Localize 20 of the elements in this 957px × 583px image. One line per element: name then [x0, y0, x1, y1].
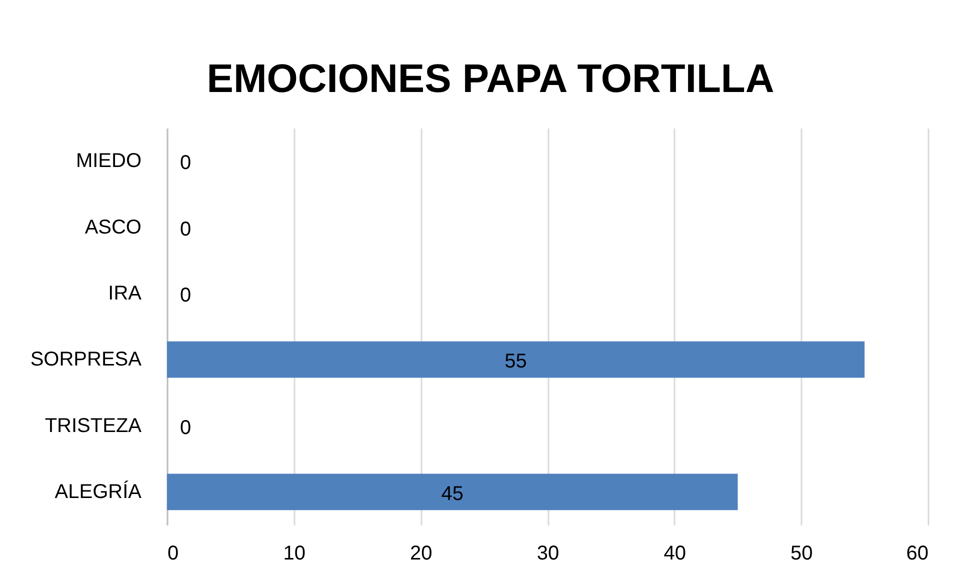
- x-tick-label: 50: [790, 542, 813, 564]
- data-label: 0: [180, 416, 192, 439]
- x-tick-label: 30: [536, 542, 560, 564]
- x-tick-label: 60: [906, 542, 928, 564]
- data-label: 0: [180, 152, 192, 174]
- y-tick-label: TRISTEZA: [44, 414, 142, 437]
- x-tick-label: 0: [168, 542, 179, 564]
- data-label: 0: [180, 218, 192, 240]
- y-tick-label: ALEGRÍA: [54, 480, 142, 503]
- data-label: 55: [504, 350, 527, 373]
- data-label: 45: [441, 482, 464, 505]
- x-tick-label: 10: [283, 542, 306, 564]
- chart-title: EMOCIONES PAPA TORTILLA: [206, 57, 774, 101]
- y-tick-label: IRA: [108, 282, 142, 304]
- y-tick-label: ASCO: [84, 216, 142, 238]
- y-tick-label: SORPRESA: [30, 348, 142, 371]
- x-tick-label: 40: [664, 542, 686, 564]
- data-label: 0: [180, 284, 192, 306]
- x-tick-label: 20: [410, 542, 432, 564]
- y-tick-label: MIEDO: [76, 150, 142, 172]
